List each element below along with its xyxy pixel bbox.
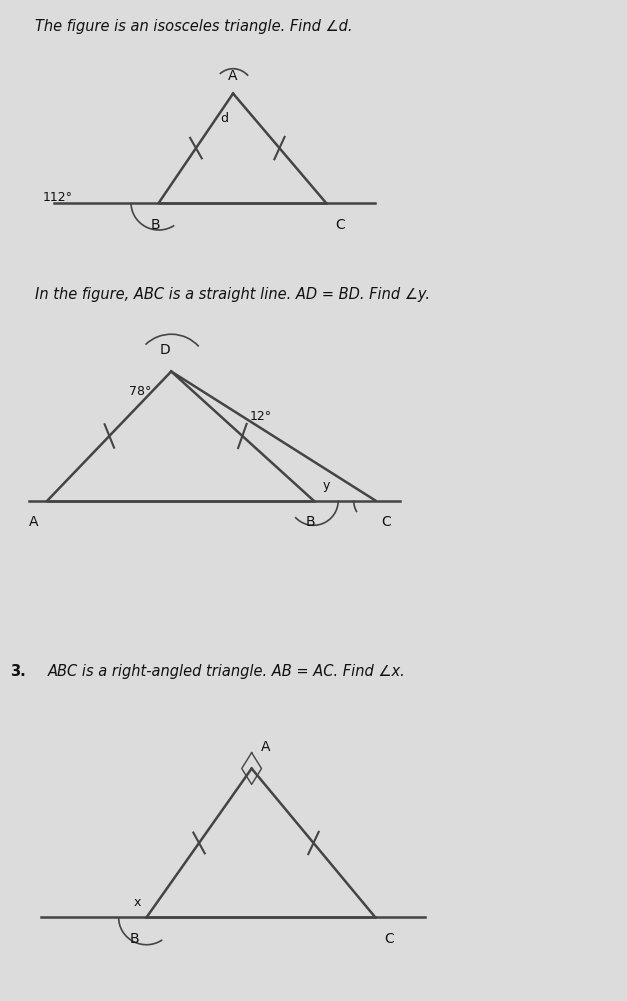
Text: B: B <box>305 516 315 530</box>
Text: 12°: 12° <box>250 409 272 422</box>
Text: A: A <box>29 516 38 530</box>
Text: C: C <box>382 516 391 530</box>
Text: In the figure, ABC is a straight line. AD = BD. Find ∠y.: In the figure, ABC is a straight line. A… <box>35 287 430 302</box>
Text: 3.: 3. <box>11 665 26 680</box>
Text: 78°: 78° <box>129 384 152 397</box>
Text: D: D <box>160 342 171 356</box>
Text: y: y <box>322 479 330 492</box>
Text: The figure is an isosceles triangle. Find ∠d.: The figure is an isosceles triangle. Fin… <box>35 19 352 34</box>
Text: d: d <box>220 112 228 125</box>
Text: ABC is a right-angled triangle. AB = AC. Find ∠x.: ABC is a right-angled triangle. AB = AC.… <box>48 665 405 680</box>
Text: C: C <box>335 217 345 231</box>
Text: B: B <box>151 217 161 231</box>
Text: 112°: 112° <box>42 191 72 204</box>
Text: C: C <box>384 932 394 946</box>
Text: x: x <box>134 896 141 909</box>
Text: A: A <box>261 740 270 754</box>
Text: A: A <box>228 69 238 83</box>
Text: B: B <box>129 932 139 946</box>
